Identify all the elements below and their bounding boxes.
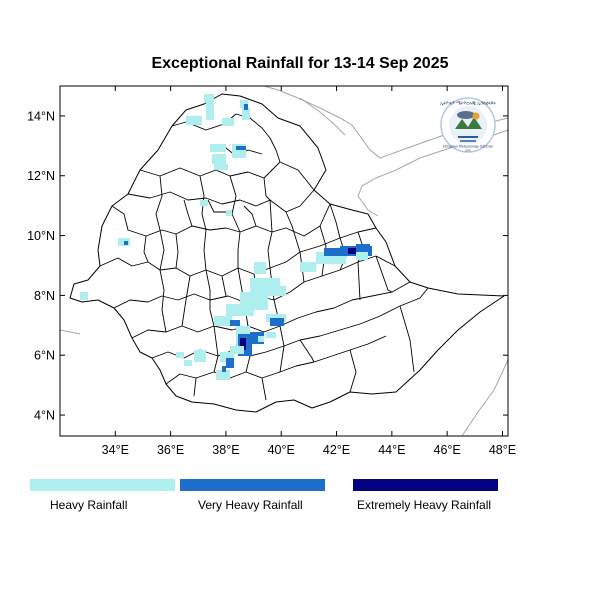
rainfall-cell-heavy: [250, 278, 280, 292]
rainfall-cell-heavy: [258, 336, 264, 342]
rainfall-cell-very-heavy: [324, 248, 344, 256]
rainfall-cell-heavy: [206, 102, 214, 120]
lat-tick-label: 12°N: [27, 169, 55, 183]
lon-tick-label: 34°E: [102, 443, 129, 457]
ethiopian-meteorology-institute-logo: ኢትዮጵያ ሜትዮሮሎጂ ኢንስቲትዩት Ethiopian Meteorolo…: [440, 97, 496, 153]
rainfall-cell-heavy: [200, 200, 208, 206]
rainfall-cell-heavy: [230, 346, 244, 354]
rainfall-cell-very-heavy: [236, 146, 246, 150]
rainfall-cell-very-heavy: [230, 320, 240, 326]
rainfall-cell-extreme: [348, 248, 360, 254]
page-title: Exceptional Rainfall for 13-14 Sep 2025: [151, 55, 449, 72]
legend-label: Extremely Heavy Rainfall: [357, 498, 492, 512]
rainfall-cell-heavy: [176, 352, 184, 358]
lat-tick-label: 14°N: [27, 109, 55, 123]
rainfall-cell-heavy: [220, 352, 234, 362]
lon-tick-label: 42°E: [323, 443, 350, 457]
lat-tick-label: 4°N: [34, 409, 55, 423]
rainfall-cell-heavy: [356, 252, 368, 260]
lat-tick-label: 6°N: [34, 349, 55, 363]
country-outline: [69, 93, 505, 413]
legend-swatch: [180, 479, 325, 491]
rainfall-cell-heavy: [186, 116, 202, 125]
logo-text-bottom: Ethiopian Meteorology Institute: [443, 145, 493, 149]
logo-caption: EMI: [465, 149, 470, 153]
legend-swatch: [353, 479, 498, 491]
rainfall-cell-very-heavy: [244, 104, 248, 110]
rainfall-cell-heavy: [300, 262, 316, 272]
rainfall-cell-heavy: [210, 144, 226, 152]
rainfall-cell-heavy: [214, 164, 228, 170]
lon-tick-label: 44°E: [378, 443, 405, 457]
rainfall-cell-heavy: [212, 154, 226, 164]
logo-text-top: ኢትዮጵያ ሜትዮሮሎጂ ኢንስቲትዩት: [440, 102, 496, 107]
region-borders: [99, 113, 429, 401]
lon-tick-label: 46°E: [434, 443, 461, 457]
lat-tick-label: 10°N: [27, 229, 55, 243]
lat-tick-label: 8°N: [34, 289, 55, 303]
rainfall-cell-very-heavy: [356, 244, 370, 252]
lon-tick-label: 38°E: [212, 443, 239, 457]
rainfall-cell-very-heavy: [270, 318, 284, 326]
rainfall-cell-heavy: [266, 332, 276, 338]
legend-item: Heavy Rainfall: [30, 479, 175, 512]
rainfall-cell-heavy: [216, 370, 230, 380]
lon-tick-label: 40°E: [268, 443, 295, 457]
rainfall-cell-heavy: [226, 210, 232, 216]
rainfall-cell-heavy: [242, 108, 250, 120]
rainfall-cell-heavy: [222, 118, 234, 126]
axis-ticks: 4°N 6°N 8°N 10°N 12°N 14°N 34°E 36°E 38°E 40°E 42°…: [27, 86, 516, 457]
map-frame: [59, 85, 509, 437]
rainfall-cell-very-heavy: [226, 358, 234, 368]
rainfall-cell-heavy: [194, 350, 206, 362]
rainfall-cell-heavy: [204, 94, 214, 102]
rainfall-cell-extreme: [240, 338, 246, 350]
legend-label: Heavy Rainfall: [50, 498, 128, 512]
lon-tick-label: 48°E: [489, 443, 516, 457]
rainfall-cell-heavy: [254, 262, 266, 274]
legend-label: Very Heavy Rainfall: [198, 498, 303, 512]
neighbor-borders: [60, 86, 508, 436]
rainfall-cell-heavy: [184, 360, 192, 366]
rainfall-cell-heavy: [80, 292, 88, 300]
legend-item: Very Heavy Rainfall: [180, 479, 325, 512]
rainfall-cell-heavy: [226, 304, 254, 316]
legend-item: Extremely Heavy Rainfall: [353, 479, 498, 512]
rainfall-cell-very-heavy: [222, 366, 226, 372]
lon-tick-label: 36°E: [157, 443, 184, 457]
rainfall-cell-very-heavy: [124, 241, 128, 245]
rainfall-pixels: [80, 94, 372, 380]
rainfall-cell-heavy: [214, 316, 232, 326]
legend-swatch: [30, 479, 175, 491]
